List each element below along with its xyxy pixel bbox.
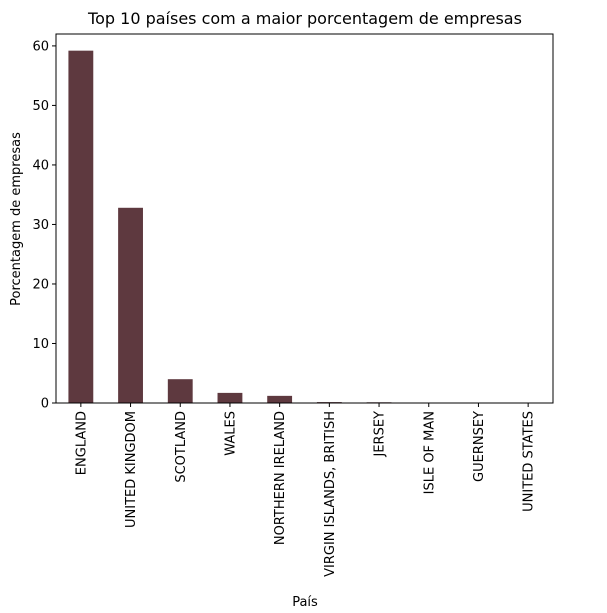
bar-1 <box>118 207 143 403</box>
bar-0 <box>68 50 94 403</box>
y-axis-label: Porcentagem de empresas <box>9 132 24 306</box>
y-tick-label-3: 30 <box>32 218 49 233</box>
y-tick-label-2: 20 <box>32 277 49 292</box>
y-tick-label-5: 50 <box>32 99 49 114</box>
x-tick-label-2: SCOTLAND <box>174 411 189 483</box>
x-tick-label-3: WALES <box>223 411 238 456</box>
bar-2 <box>167 379 193 403</box>
x-tick-label-6: JERSEY <box>373 411 388 458</box>
x-tick-label-7: ISLE OF MAN <box>422 411 437 494</box>
x-tick-label-9: UNITED STATES <box>522 411 537 512</box>
bar-4 <box>267 395 293 403</box>
x-tick-label-1: UNITED KINGDOM <box>124 411 139 528</box>
x-tick-label-0: ENGLAND <box>74 411 89 475</box>
bar-3 <box>217 392 243 403</box>
x-axis-label: País <box>292 595 318 610</box>
y-tick-label-6: 60 <box>32 39 49 54</box>
x-tick-label-8: GUERNSEY <box>472 411 487 482</box>
y-tick-label-4: 40 <box>32 158 49 173</box>
chart-title: Top 10 países com a maior porcentagem de… <box>87 9 522 28</box>
x-tick-label-4: NORTHERN IRELAND <box>273 411 288 545</box>
plot-frame <box>55 33 554 404</box>
y-tick-label-1: 10 <box>32 337 49 352</box>
x-tick-label-5: VIRGIN ISLANDS, BRITISH <box>323 411 338 577</box>
y-tick-label-0: 0 <box>41 397 49 412</box>
plot-area: 0 10 20 30 40 50 60 ENGLAND UNITED KINGDOM SCOTLA… <box>32 33 554 577</box>
